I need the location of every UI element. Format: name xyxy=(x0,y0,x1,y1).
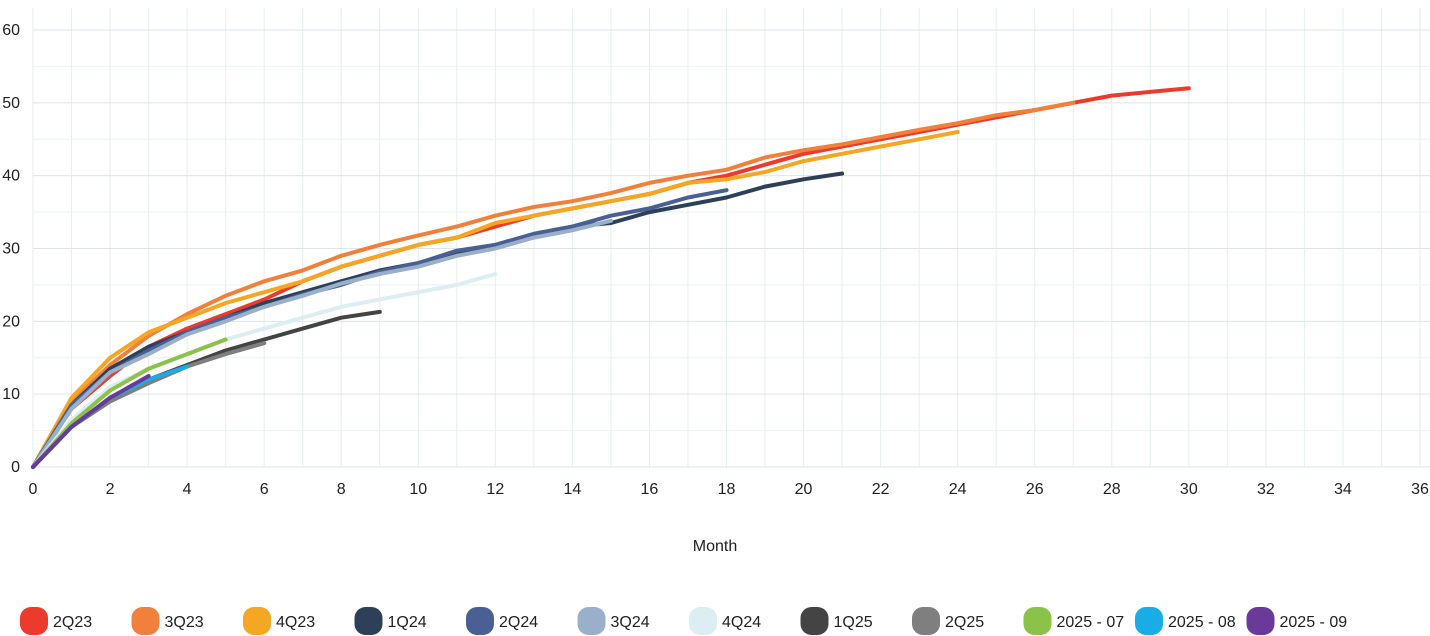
x-tick-label: 6 xyxy=(260,481,269,498)
x-tick-label: 20 xyxy=(795,481,813,498)
legend-swatch xyxy=(689,607,717,635)
legend-label: 4Q24 xyxy=(722,614,761,631)
series-line xyxy=(31,218,613,469)
x-tick-label: 30 xyxy=(1180,481,1198,498)
series-line xyxy=(31,272,498,469)
legend-label: 3Q23 xyxy=(165,614,204,631)
legend-item[interactable]: 1Q24 xyxy=(354,607,427,635)
legend-label: 2Q25 xyxy=(945,614,984,631)
legend-item[interactable]: 2025 - 09 xyxy=(1246,607,1348,635)
y-tick-label: 30 xyxy=(2,241,20,258)
legend-item[interactable]: 2025 - 07 xyxy=(1023,607,1125,635)
series-line xyxy=(31,374,151,469)
legend-swatch xyxy=(1246,607,1275,635)
x-tick-label: 22 xyxy=(872,481,890,498)
legend-item[interactable]: 3Q23 xyxy=(131,607,204,635)
legend-item[interactable]: 2Q23 xyxy=(20,607,92,635)
x-tick-label: 8 xyxy=(337,481,346,498)
legend-swatch xyxy=(243,607,271,635)
x-tick-label: 14 xyxy=(563,481,581,498)
legend-label: 2025 - 09 xyxy=(1280,614,1348,631)
legend-label: 1Q24 xyxy=(388,614,427,631)
legend-item[interactable]: 2Q24 xyxy=(466,607,538,635)
x-tick-label: 18 xyxy=(718,481,736,498)
legend-label: 1Q25 xyxy=(834,614,873,631)
legend-label: 4Q23 xyxy=(276,614,315,631)
gridlines xyxy=(32,8,1430,468)
series-line xyxy=(31,171,845,469)
legend-item[interactable]: 1Q25 xyxy=(800,607,873,635)
legend: 2Q23 3Q23 4Q23 1Q24 2Q24 3Q24 4Q24 1Q25 2Q25 2025… xyxy=(20,607,1347,635)
legend-label: 2Q23 xyxy=(53,614,92,631)
legend-swatch xyxy=(466,607,494,635)
legend-swatch xyxy=(131,607,160,635)
y-tick-label: 50 xyxy=(2,95,20,112)
legend-label: 2Q24 xyxy=(499,614,538,631)
legend-item[interactable]: 3Q24 xyxy=(577,607,650,635)
series-line xyxy=(31,337,228,469)
legend-item[interactable]: 4Q24 xyxy=(689,607,761,635)
series-line xyxy=(31,130,960,469)
x-tick-label: 0 xyxy=(29,481,38,498)
x-tick-label: 2 xyxy=(106,481,115,498)
y-tick-label: 60 xyxy=(2,22,20,39)
x-tick-label: 10 xyxy=(409,481,427,498)
y-tick-label: 0 xyxy=(11,459,20,476)
x-axis-ticks: 0 2 4 6 8 10 12 14 16 18 20 22 24 26 28 30 32 34 36 xyxy=(29,481,1429,498)
x-tick-label: 34 xyxy=(1334,481,1352,498)
x-tick-label: 4 xyxy=(183,481,192,498)
y-tick-label: 10 xyxy=(2,386,20,403)
x-tick-label: 26 xyxy=(1026,481,1044,498)
x-tick-label: 36 xyxy=(1411,481,1429,498)
y-axis-ticks: 0 10 20 30 40 50 60 xyxy=(2,22,20,476)
x-tick-label: 16 xyxy=(641,481,659,498)
legend-item[interactable]: 4Q23 xyxy=(243,607,315,635)
series-lines xyxy=(31,86,1191,469)
x-tick-label: 28 xyxy=(1103,481,1121,498)
legend-swatch xyxy=(1135,607,1163,635)
legend-label: 2025 - 08 xyxy=(1168,614,1236,631)
legend-item[interactable]: 2025 - 08 xyxy=(1135,607,1236,635)
legend-item[interactable]: 2Q25 xyxy=(912,607,984,635)
legend-swatch xyxy=(800,607,829,635)
legend-label: 2025 - 07 xyxy=(1057,614,1125,631)
series-line xyxy=(31,188,729,469)
legend-label: 3Q24 xyxy=(611,614,650,631)
legend-swatch xyxy=(577,607,606,635)
legend-swatch xyxy=(1023,607,1052,635)
y-tick-label: 40 xyxy=(2,168,20,185)
legend-swatch xyxy=(20,607,48,635)
x-tick-label: 24 xyxy=(949,481,967,498)
x-tick-label: 12 xyxy=(486,481,504,498)
x-tick-label: 32 xyxy=(1257,481,1275,498)
legend-swatch xyxy=(912,607,940,635)
series-line xyxy=(31,100,1076,469)
legend-swatch xyxy=(354,607,383,635)
y-tick-label: 20 xyxy=(2,313,20,330)
x-axis-title: Month xyxy=(693,538,737,555)
